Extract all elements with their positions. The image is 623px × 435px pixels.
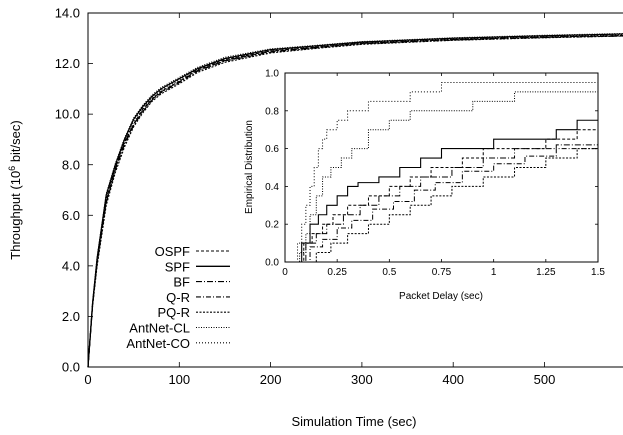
main-x-tick-label: 100 [168, 372, 190, 387]
inset-series-q-r [285, 144, 599, 263]
inset-y-axis-label: Empirical Distribution [244, 120, 255, 214]
inset-y-tick-label: 0.0 [265, 258, 279, 269]
main-x-tick-label: 200 [260, 372, 282, 387]
main-y-tick-label: 2.0 [62, 309, 80, 324]
inset-y-tick-label: 0.4 [265, 182, 279, 193]
legend-label: BF [173, 275, 190, 290]
inset-x-axis-label: Packet Delay (sec) [399, 291, 483, 302]
inset-x-tick-label: 0.5 [382, 267, 396, 278]
main-series-spf [87, 33, 623, 368]
legend-label: Q-R [166, 290, 190, 305]
main-y-tick-label: 6.0 [62, 208, 80, 223]
legend-label: AntNet-CO [126, 336, 190, 351]
legend-label: SPF [165, 259, 190, 274]
inset-x-tick-label: 1.25 [536, 267, 556, 278]
main-y-tick-label: 8.0 [62, 157, 80, 172]
main-x-tick-label: 0 [84, 372, 91, 387]
inset-series-spf [285, 119, 598, 263]
main-y-tick-label: 14.0 [55, 6, 80, 21]
inset-y-tick-label: 1.0 [265, 69, 279, 80]
y-axis-label: Throughput (106 bit/sec) [7, 120, 23, 259]
legend-label: PQ-R [158, 305, 191, 320]
inset-series-pq-r [285, 148, 598, 263]
main-series-antnet-cl [87, 32, 623, 368]
inset-series-antnet-co [285, 81, 598, 263]
x-axis-label: Simulation Time (sec) [292, 414, 417, 429]
main-y-tick-label: 0.0 [62, 360, 80, 375]
main-y-tick-label: 12.0 [55, 56, 80, 71]
inset-plot: 0 0.25 0.5 0.75 1 1.25 1.5 0.0 0.2 0.4 0.6 0.8 1.0 Pa… [244, 69, 605, 303]
main-x-tick-label: 300 [351, 372, 373, 387]
main-y-tick-label: 4.0 [62, 258, 80, 273]
inset-x-tick-label: 0 [282, 267, 288, 278]
main-x-tick-label: 400 [442, 372, 464, 387]
inset-x-tick-label: 0.75 [432, 267, 452, 278]
inset-y-tick-label: 0.6 [265, 144, 279, 155]
inset-series-ospf [285, 129, 598, 263]
inset-y-tick-label: 0.2 [265, 220, 279, 231]
inset-x-tick-label: 1.5 [591, 267, 605, 278]
inset-x-tick-label: 1 [491, 267, 497, 278]
inset-x-tick-label: 0.25 [327, 267, 347, 278]
inset-y-tick-label: 0.8 [265, 106, 279, 117]
main-series-ospf [87, 34, 623, 368]
main-y-tick-label: 10.0 [55, 107, 80, 122]
inset-series-bf [285, 139, 599, 263]
legend-label: AntNet-CL [129, 321, 190, 336]
main-x-tick-label: 500 [534, 372, 556, 387]
inset-series-antnet-cl [285, 91, 598, 263]
legend-label: OSPF [155, 244, 190, 259]
